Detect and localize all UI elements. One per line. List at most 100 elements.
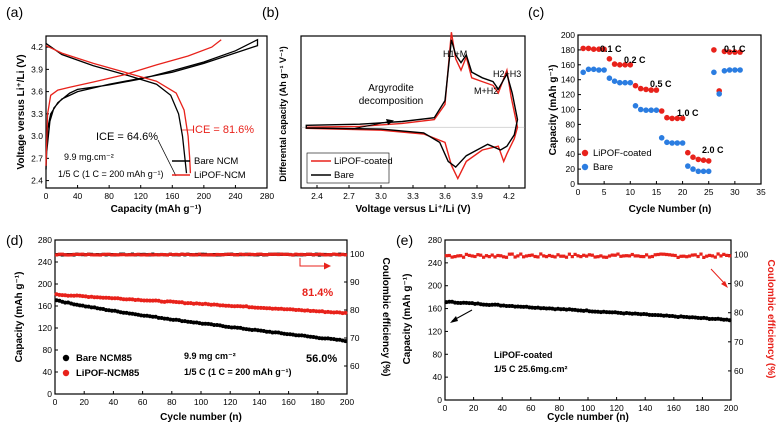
y-tick-label: 120 [428,326,442,336]
ce-arrow-head-e [721,281,728,288]
ce-arrow-head-d [324,262,331,270]
point-c-0-13 [648,87,654,93]
ce-point-d-1-149 [270,252,275,256]
ce-point-e-0-181 [702,255,706,259]
cap-point-e-0-15 [464,300,469,305]
cap-point-e-0-149 [656,313,661,318]
cap-point-e-0-39 [498,303,503,308]
y2label-e: Coulombic efficiency (%) [765,260,776,379]
ce-point-e-0-1 [444,254,448,258]
ce-point-d-1-95 [192,253,196,257]
point-c-1-4 [601,67,607,73]
ce-point-e-0-95 [579,255,583,259]
ce-point-d-1-87 [180,252,184,256]
ce-point-e-0-147 [653,253,657,257]
ce-point-d-1-177 [311,253,315,257]
ce-point-d-1-159 [285,252,289,256]
cap-point-d-1-127 [238,304,243,309]
ce-point-e-0-199 [728,254,732,258]
legend-marker-lipof-c [581,149,589,157]
ce-point-e-0-135 [636,254,640,258]
point-c-1-27 [721,68,728,74]
cap-point-d-1-113 [218,303,222,308]
point-c-1-26 [716,91,722,97]
cap-point-d-0-21 [83,304,88,309]
ce-point-e-0-157 [667,253,672,257]
point-c-0-3 [596,46,602,52]
cap-point-d-1-191 [331,310,336,315]
ce-point-d-1-21 [84,253,88,257]
ce-point-e-0-69 [542,254,546,258]
cap-point-d-1-159 [285,307,290,312]
ce-point-e-0-79 [556,253,560,257]
plot-frame-e [444,239,732,401]
y-tick-label: 80 [566,119,576,129]
cap-point-e-0-171 [687,315,692,320]
y-tick-label: 40 [433,372,443,382]
x-tick-label: 100 [194,397,208,407]
rate-label-5: 0.1 C [724,44,746,54]
cap-point-e-0-53 [518,304,523,309]
cap-point-d-1-175 [308,309,313,313]
cap-point-d-0-67 [150,314,155,319]
cap-point-d-1-187 [326,309,330,314]
ce-point-e-0-9 [456,254,460,258]
cap-point-d-0-169 [299,333,304,338]
x-tick-label: 2.4 [311,191,323,201]
cap-point-d-0-185 [323,336,328,341]
cap-point-e-0-157 [667,314,672,318]
point-c-0-23 [700,157,707,163]
y-tick-label: 160 [428,304,442,314]
point-c-1-8 [622,79,628,86]
ce-point-e-0-87 [567,252,571,256]
ce-point-d-1-143 [262,253,266,257]
point-c-1-29 [732,67,738,73]
x-tick-label: 180 [695,403,709,413]
cap-point-d-0-39 [109,308,114,313]
cap-point-d-1-169 [299,308,304,313]
cap-point-d-1-19 [80,294,85,299]
x-tick-label: 160 [667,403,681,413]
cap-point-d-1-117 [223,303,228,308]
ce-point-d-1-57 [136,252,140,256]
point-c-1-25 [711,69,717,76]
point-c-0-25 [711,47,717,53]
cap-point-d-1-197 [340,311,345,316]
ce-point-e-0-153 [662,252,666,256]
cap-point-e-0-55 [521,304,526,309]
y2-tick-label: 100 [734,250,748,260]
ce-point-e-0-19 [470,254,474,258]
cap-point-d-1-69 [153,298,158,303]
panel-e: (e) 0 20 40 60 80 100 120 140 160 180 200 0 40 80 120 1… [396,232,776,423]
cap-point-d-1-149 [270,306,275,311]
cap-point-d-0-145 [264,329,269,334]
ce-point-d-1-67 [151,253,155,257]
rate-label-1: 0.2 C [624,55,646,65]
xlabel-b: Voltage versus Li⁺/Li (V) [355,204,470,215]
cap-point-d-0-121 [229,325,234,330]
cap-point-e-0-7 [453,300,457,305]
legend-bare-ncm: Bare NCM [194,156,238,167]
series-a [45,38,259,174]
cap-point-d-0-151 [273,330,278,335]
point-c-0-17 [669,115,675,122]
ce-point-e-0-169 [685,255,689,259]
ce-point-e-0-197 [725,253,729,257]
y-tick-label: 0 [47,389,52,399]
cap-point-d-1-73 [159,299,164,304]
point-c-0-7 [617,62,623,68]
y-tick-label: 240 [428,258,442,268]
x-tick-label: 80 [104,191,114,201]
y-tick-label: 2.7 [31,153,43,163]
ce-point-e-0-39 [499,254,503,258]
ce-point-e-0-163 [676,255,680,259]
cap-point-d-0-157 [282,331,287,336]
cap-point-d-1-49 [124,297,129,302]
cap-point-e-0-33 [490,302,495,307]
ce-point-e-0-137 [639,254,643,259]
legend-bare-c: Bare [593,162,613,173]
cap-point-d-1-95 [191,301,196,306]
x-tick-label: 80 [167,397,177,407]
point-c-1-6 [611,78,618,84]
cap-point-e-0-73 [547,306,552,311]
